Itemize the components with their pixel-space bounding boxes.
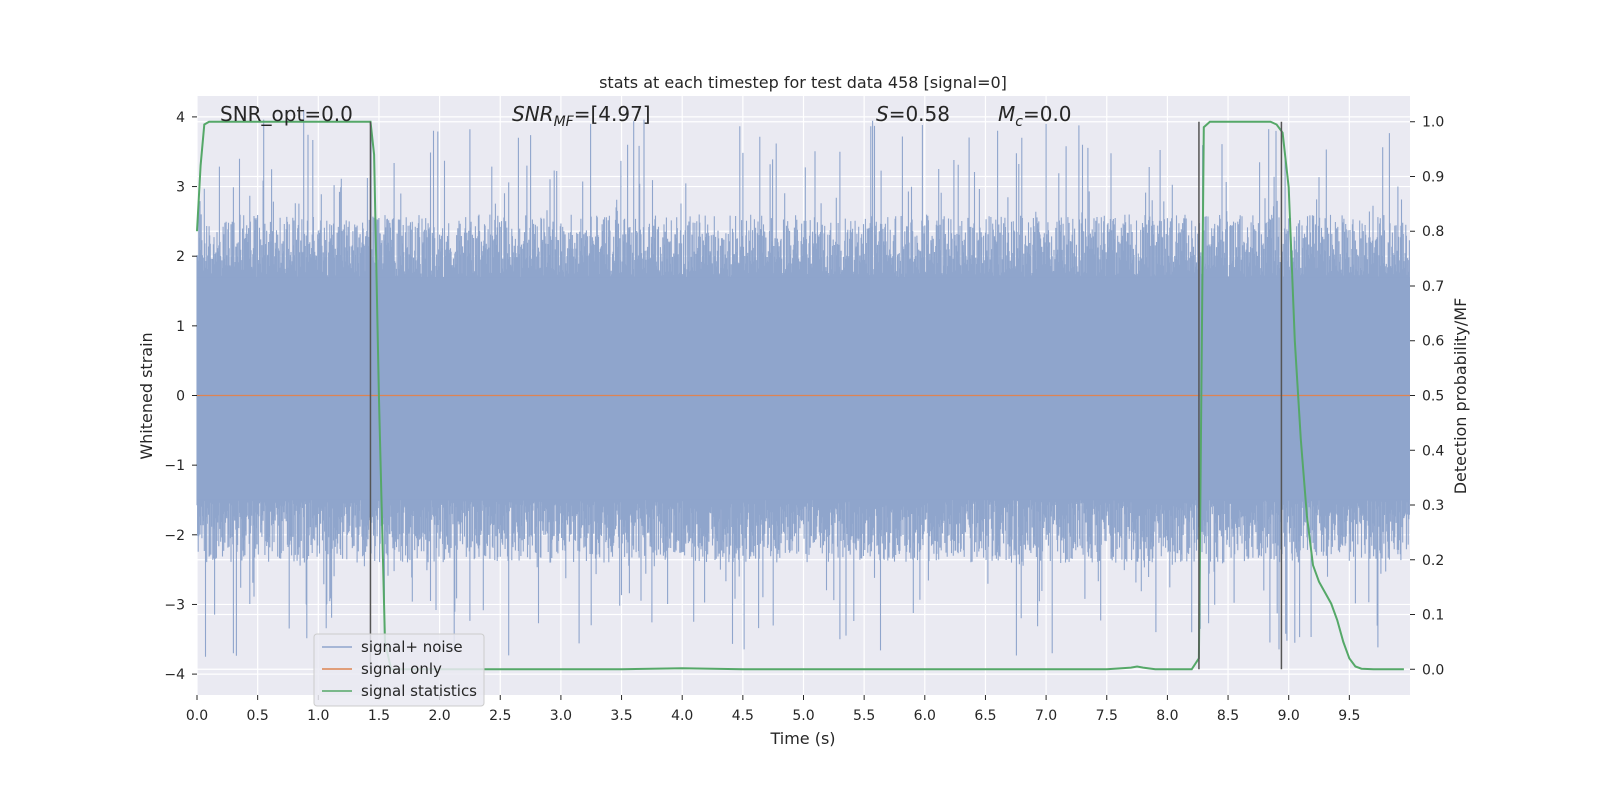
series-signal-statistics bbox=[196, 120, 1404, 671]
x-tick-label: 1.5 bbox=[368, 708, 390, 724]
annotation-snr-opt: SNR_opt=0.0 bbox=[220, 102, 353, 126]
y-tick-label: 3 bbox=[176, 180, 185, 196]
x-tick-label: 8.0 bbox=[1156, 708, 1178, 724]
x-tick-label: 4.0 bbox=[671, 708, 693, 724]
y-tick-label: 0 bbox=[176, 389, 185, 405]
y2-tick-label: 0.4 bbox=[1422, 443, 1444, 459]
legend-label-signal-statistics: signal statistics bbox=[361, 682, 477, 700]
y-tick-label: −3 bbox=[164, 597, 185, 613]
y2-axis-ticks: 1.0 0.9 0.8 0.7 0.6 0.5 0.4 0.3 0.2 0.1 0.0 bbox=[1410, 115, 1444, 678]
annotation-mc: Mc=0.0 bbox=[998, 102, 1072, 130]
y2-tick-label: 0.7 bbox=[1422, 279, 1444, 295]
y-tick-label: −1 bbox=[164, 458, 185, 474]
x-tick-label: 9.5 bbox=[1338, 708, 1360, 724]
x-tick-label: 0.5 bbox=[247, 708, 269, 724]
annotation-mc-value: =0.0 bbox=[1023, 102, 1072, 126]
y-axis-label: Whitened strain bbox=[137, 332, 156, 459]
x-tick-label: 0.0 bbox=[186, 708, 208, 724]
y2-tick-label: 0.2 bbox=[1422, 553, 1444, 569]
x-tick-label: 6.0 bbox=[914, 708, 936, 724]
annotation-s: S=0.58 bbox=[876, 102, 950, 126]
y-axis-ticks: 4 3 2 1 0 −1 −2 −3 −4 bbox=[164, 110, 197, 683]
x-tick-label: 4.5 bbox=[732, 708, 754, 724]
y-tick-label: 4 bbox=[176, 110, 185, 126]
annotation-snr-mf: SNRMF=[4.97] bbox=[512, 102, 651, 130]
y2-tick-label: 0.8 bbox=[1422, 224, 1444, 240]
x-tick-label: 9.0 bbox=[1278, 708, 1300, 724]
y-tick-label: 1 bbox=[176, 319, 185, 335]
y2-axis-label: Detection probability/MF bbox=[1451, 298, 1470, 495]
annotation-mc-sub: c bbox=[1015, 114, 1023, 130]
x-tick-label: 5.0 bbox=[792, 708, 814, 724]
x-tick-label: 3.0 bbox=[550, 708, 572, 724]
signal-statistics-line bbox=[196, 120, 1404, 671]
annotation-s-value: =0.58 bbox=[889, 102, 950, 126]
x-tick-label: 5.5 bbox=[853, 708, 875, 724]
y2-tick-label: 0.0 bbox=[1422, 662, 1444, 678]
legend-label-signal-noise: signal+ noise bbox=[361, 638, 463, 656]
x-tick-label: 1.0 bbox=[307, 708, 329, 724]
annotation-snr-mf-sub: MF bbox=[554, 114, 575, 130]
y-tick-label: 2 bbox=[176, 249, 185, 265]
x-tick-label: 2.5 bbox=[489, 708, 511, 724]
annotation-snr-mf-value: =[4.97] bbox=[574, 102, 651, 126]
x-axis-label: Time (s) bbox=[769, 729, 835, 748]
x-tick-label: 8.5 bbox=[1217, 708, 1239, 724]
y2-tick-label: 1.0 bbox=[1422, 115, 1444, 131]
x-tick-label: 3.5 bbox=[610, 708, 632, 724]
x-axis-ticks: 0.0 0.5 1.0 1.5 2.0 2.5 3.0 3.5 4.0 4.5 5.0 5.5 6.0 6… bbox=[186, 695, 1360, 724]
annotation-s-main: S bbox=[876, 102, 889, 126]
y-tick-label: −2 bbox=[164, 528, 185, 544]
y2-tick-label: 0.3 bbox=[1422, 498, 1444, 514]
x-tick-label: 7.5 bbox=[1096, 708, 1118, 724]
annotation-mc-main: M bbox=[998, 102, 1015, 126]
annotation-snr-mf-main: SNR bbox=[512, 102, 554, 126]
y2-tick-label: 0.6 bbox=[1422, 334, 1444, 350]
chart-title: stats at each timestep for test data 458… bbox=[599, 73, 1007, 92]
y-tick-label: −4 bbox=[164, 667, 185, 683]
y2-tick-label: 0.1 bbox=[1422, 608, 1444, 624]
x-tick-label: 7.0 bbox=[1035, 708, 1057, 724]
series-signal-noise bbox=[196, 109, 1410, 657]
y2-tick-label: 0.9 bbox=[1422, 169, 1444, 185]
legend-box bbox=[313, 633, 485, 707]
vertical-markers bbox=[369, 121, 1283, 670]
x-tick-label: 6.5 bbox=[974, 708, 996, 724]
noise-core-band bbox=[197, 277, 1410, 500]
legend-label-signal-only: signal only bbox=[361, 660, 442, 678]
x-tick-label: 2.0 bbox=[428, 708, 450, 724]
y2-tick-label: 0.5 bbox=[1422, 389, 1444, 405]
legend: signal+ noise signal only signal statist… bbox=[313, 633, 485, 707]
